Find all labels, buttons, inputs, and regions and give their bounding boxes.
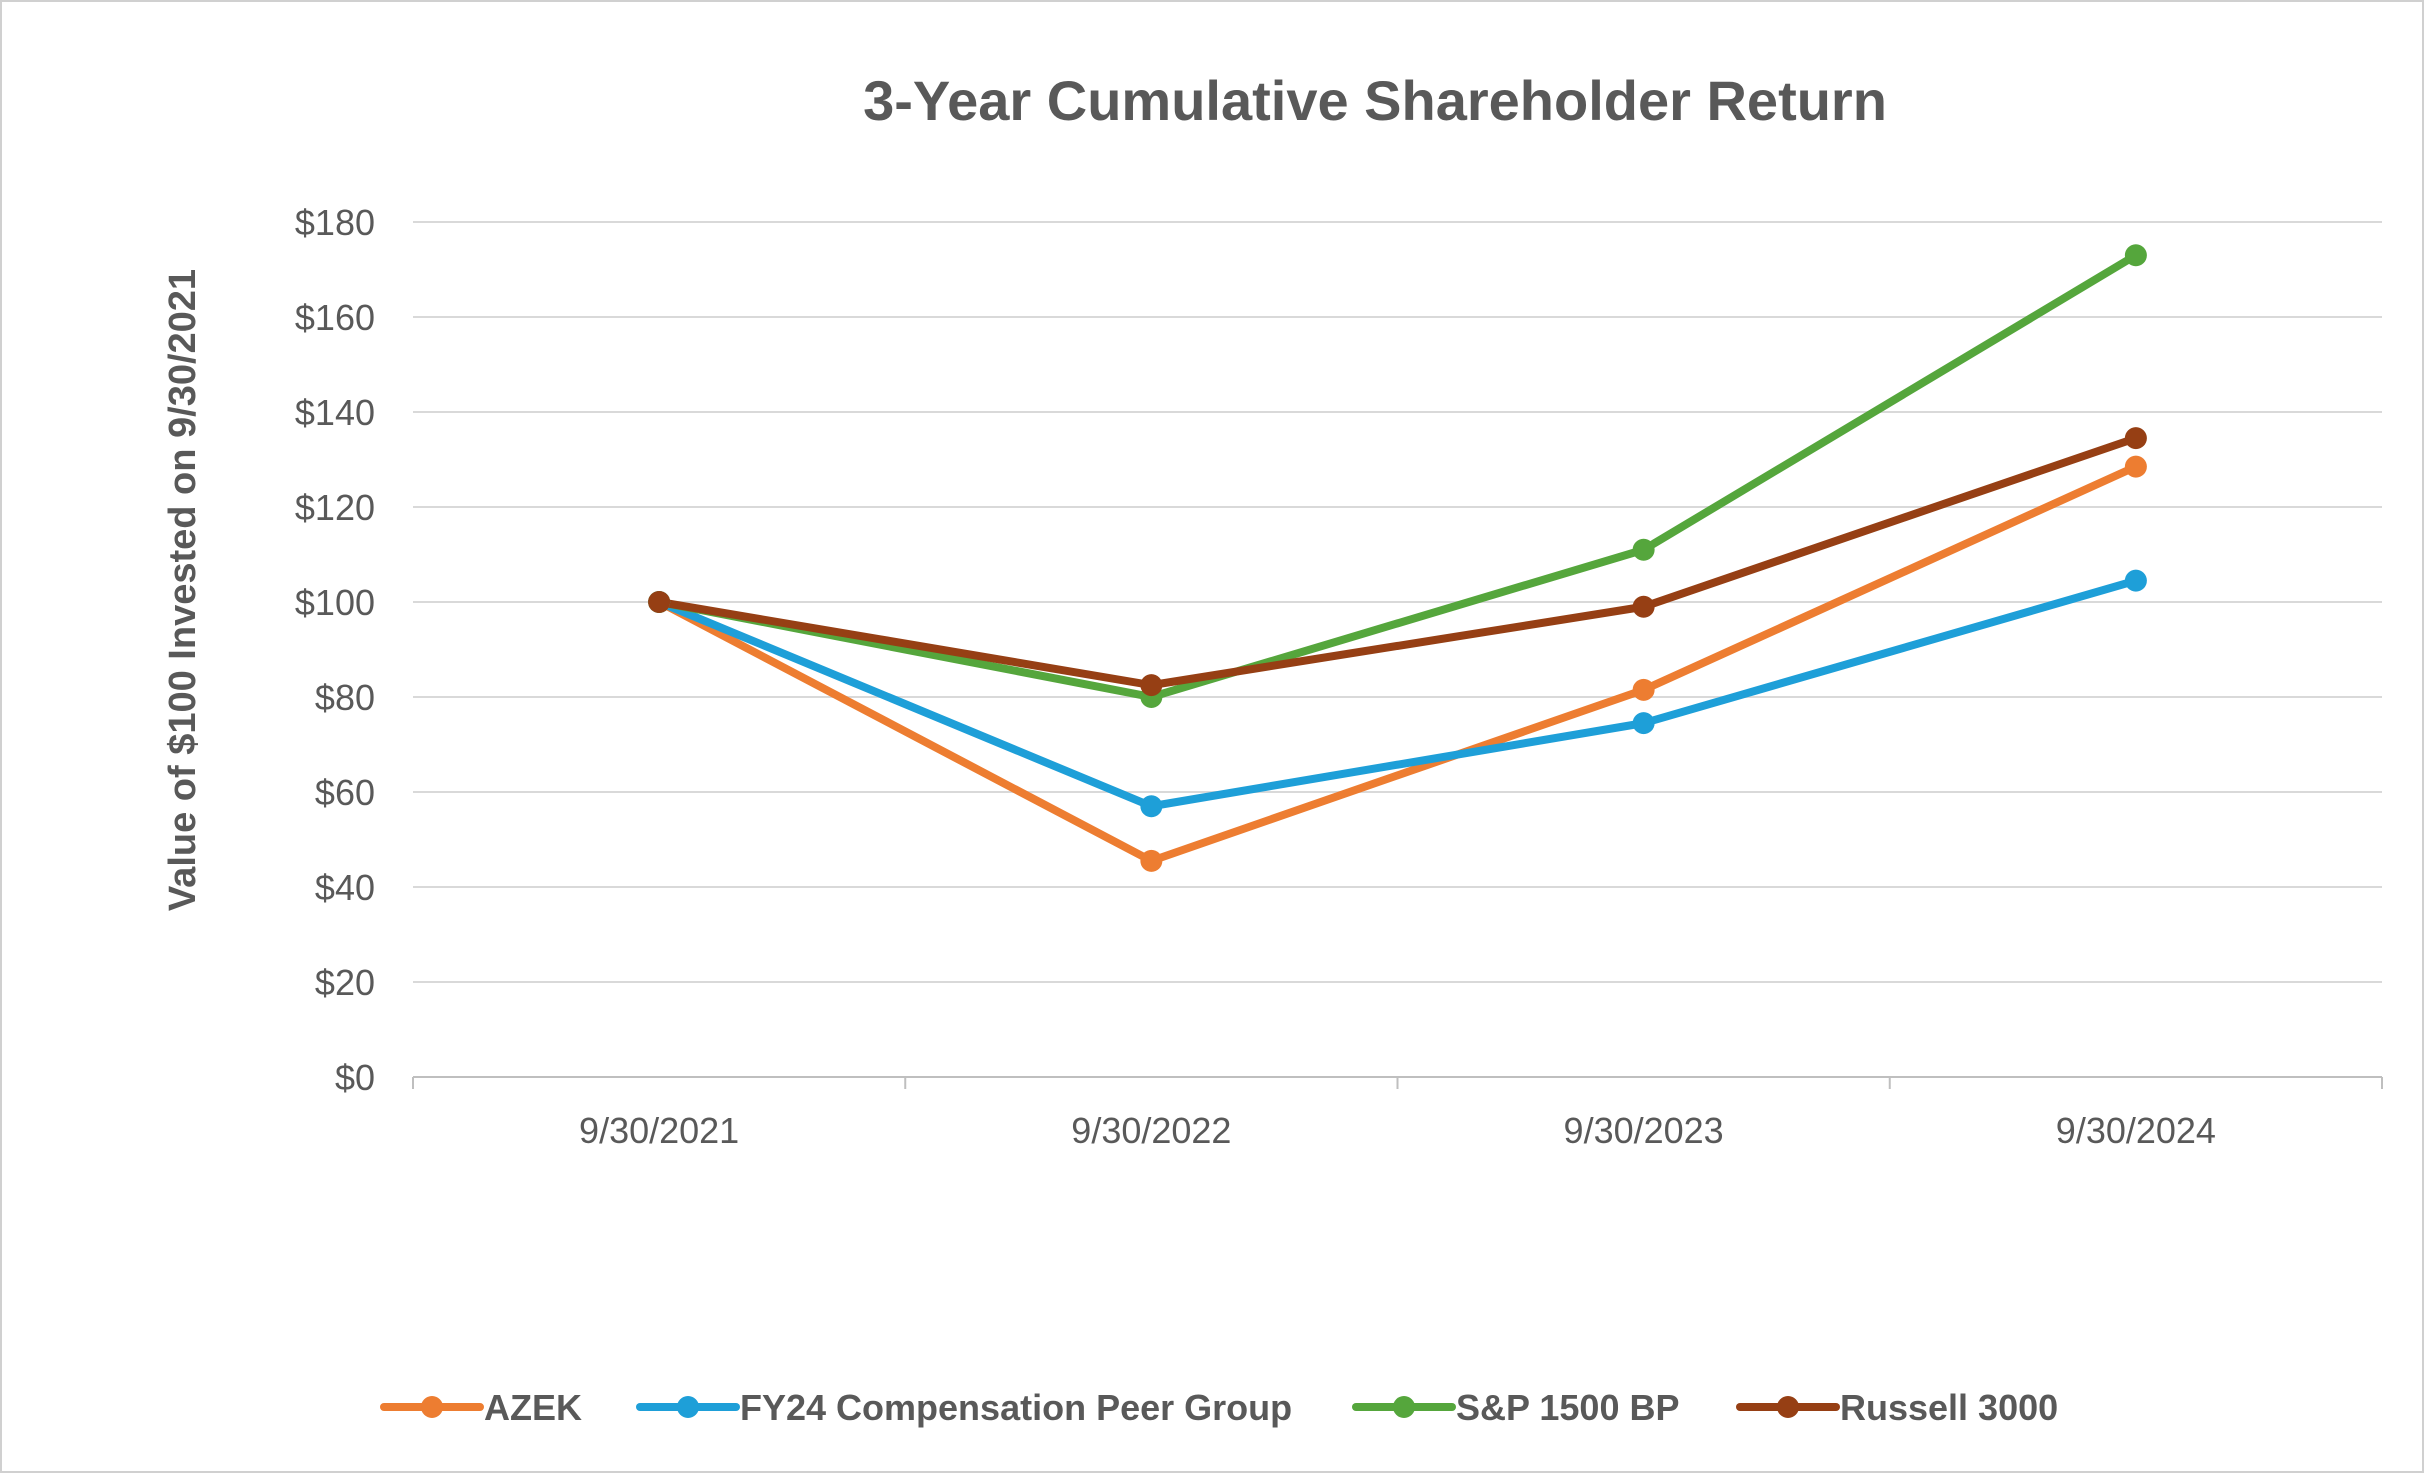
- series-line-russell-3000: [655, 434, 2140, 690]
- y-tick-label: $120: [295, 487, 375, 528]
- series-line-azek: [655, 462, 2140, 865]
- legend-label: AZEK: [484, 1387, 582, 1428]
- series-lines: [648, 244, 2147, 872]
- x-tick-label: 9/30/2022: [1071, 1110, 1231, 1151]
- x-tick-label: 9/30/2023: [1564, 1110, 1724, 1151]
- legend-swatch-marker: [1777, 1396, 1799, 1418]
- legend-label: S&P 1500 BP: [1456, 1387, 1679, 1428]
- data-point-s-p-1500-bp: [1632, 538, 1655, 561]
- x-tick-label: 9/30/2024: [2056, 1110, 2216, 1151]
- legend-swatch-marker: [1393, 1396, 1415, 1418]
- data-point-azek: [1632, 678, 1655, 701]
- legend: AZEK FY24 Compensation Peer Group S&P 1500…: [380, 1387, 2058, 1428]
- legend-item-s-p-1500-bp: S&P 1500 BP: [1352, 1387, 1679, 1428]
- y-tick-labels: $0 $20 $40 $60 $80 $100 $120 $140 $160 $180: [295, 202, 375, 1098]
- data-point-fy24-compensation-peer-group: [1632, 712, 1655, 735]
- data-point-azek: [1140, 849, 1163, 872]
- x-tick-label: 9/30/2021: [579, 1110, 739, 1151]
- y-tick-label: $80: [315, 677, 375, 718]
- legend-label: FY24 Compensation Peer Group: [740, 1387, 1292, 1428]
- axes: [412, 1076, 2383, 1089]
- legend-label: Russell 3000: [1840, 1387, 2058, 1428]
- gridlines: [413, 221, 2382, 983]
- y-tick-label: $160: [295, 297, 375, 338]
- data-point-s-p-1500-bp: [2124, 244, 2147, 267]
- data-point-russell-3000: [1140, 674, 1163, 697]
- y-tick-label: $100: [295, 582, 375, 623]
- y-tick-label: $40: [315, 867, 375, 908]
- data-point-russell-3000: [1632, 595, 1655, 618]
- data-point-russell-3000: [2124, 427, 2147, 450]
- data-point-fy24-compensation-peer-group: [1140, 795, 1163, 818]
- y-tick-label: $20: [315, 962, 375, 1003]
- y-axis-label: Value of $100 Invested on 9/30/2021: [162, 269, 204, 911]
- data-point-fy24-compensation-peer-group: [2124, 569, 2147, 592]
- legend-item-russell-3000: Russell 3000: [1736, 1387, 2058, 1428]
- legend-swatch-marker: [421, 1396, 443, 1418]
- legend-swatch-marker: [677, 1396, 699, 1418]
- chart-title: 3-Year Cumulative Shareholder Return: [863, 69, 1887, 132]
- series-line-fy24-compensation-peer-group: [655, 576, 2140, 811]
- x-tick-labels: 9/30/2021 9/30/2022 9/30/2023 9/30/2024: [579, 1110, 2216, 1151]
- y-tick-label: $140: [295, 392, 375, 433]
- data-point-azek: [2124, 455, 2147, 478]
- series-line-s-p-1500-bp: [655, 251, 2140, 701]
- y-tick-label: $60: [315, 772, 375, 813]
- legend-item-fy24-compensation-peer-group: FY24 Compensation Peer Group: [636, 1387, 1292, 1428]
- data-point-russell-3000: [648, 591, 671, 613]
- legend-item-azek: AZEK: [380, 1387, 582, 1428]
- y-tick-label: $180: [295, 202, 375, 243]
- y-tick-label: $0: [335, 1057, 375, 1098]
